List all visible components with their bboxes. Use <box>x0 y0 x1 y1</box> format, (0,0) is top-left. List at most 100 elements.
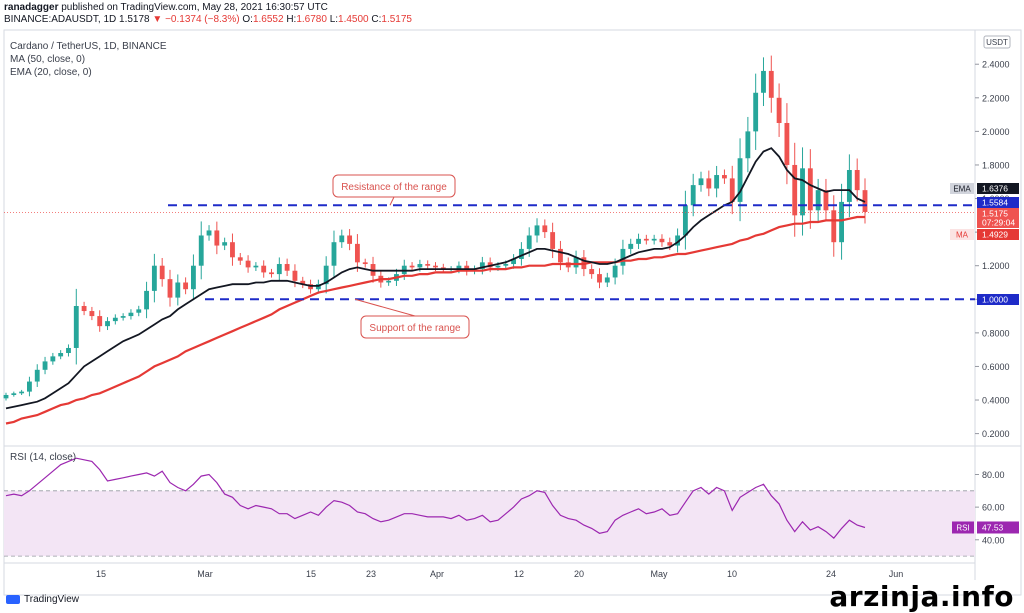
candle-body <box>495 265 501 268</box>
candle-body <box>66 347 71 354</box>
time-tick-label: Mar <box>197 569 213 579</box>
price-scale-tag <box>977 197 1019 208</box>
legend-ema[interactable]: EMA (20, close, 0) <box>10 67 92 78</box>
candle-body <box>89 311 95 317</box>
annotation-box <box>360 315 470 339</box>
candle-body <box>112 317 118 322</box>
rsi-value-label: 47.53 <box>982 522 1004 532</box>
candle-body <box>237 257 243 261</box>
moving-averages-layer <box>5 147 866 425</box>
price-tick-label: 1.8000 <box>982 160 1010 170</box>
candle-body <box>682 205 688 236</box>
price-scale-tag <box>977 208 1019 219</box>
candle-body <box>729 178 735 202</box>
candle-body <box>42 361 48 370</box>
legend-ma[interactable]: MA (50, close, 0) <box>10 54 86 65</box>
candle-body <box>839 201 844 243</box>
rsi-band <box>4 490 975 557</box>
candle-body <box>27 381 32 392</box>
candle-body <box>659 238 665 243</box>
candle-body <box>222 242 228 246</box>
rsi-title[interactable]: RSI (14, close) <box>10 452 77 463</box>
candle-body <box>846 170 852 202</box>
time-tick-label: 15 <box>306 569 316 579</box>
chart-legend: Cardano / TetherUS, 1D, BINANCE MA (50, … <box>10 40 167 79</box>
publisher-name[interactable]: ranadagger <box>4 2 59 13</box>
candle-body <box>737 158 743 202</box>
candle-body <box>128 312 134 317</box>
candle-body <box>784 122 790 165</box>
candle-body <box>761 70 766 93</box>
published-text: published on TradingView.com, May 28, 20… <box>61 2 328 13</box>
rsi-tick-label: 60.00 <box>982 503 1005 513</box>
candle-body <box>636 238 641 244</box>
ohlc-line: BINANCE:ADAUSDT, 1D 1.5178 ▼ −0.1374 (−8… <box>4 14 412 25</box>
candle-body <box>386 280 392 283</box>
ema-20-line <box>5 147 866 410</box>
candle-body <box>667 242 673 246</box>
price-scale-tag-value: 1.5584 <box>982 198 1008 208</box>
time-axis: 15 Mar 15 23 Apr 12 20 May 10 24 Jun <box>96 569 903 579</box>
rsi-value-tag <box>977 521 1019 534</box>
candles-layer <box>3 55 868 401</box>
price-tick-label: 2.2000 <box>982 93 1010 103</box>
candle-body <box>144 290 149 310</box>
candle-body <box>823 190 829 211</box>
price-scale-tag-value: 1.0000 <box>982 295 1008 305</box>
candle-body <box>73 306 79 348</box>
candle-body <box>159 265 165 280</box>
open-label: O: <box>242 14 253 25</box>
candle-body <box>230 242 235 258</box>
price-tick-label: 0.4000 <box>982 396 1010 406</box>
candle-body <box>558 248 563 263</box>
candle-body <box>854 170 860 191</box>
candle-body <box>81 306 87 312</box>
candle-body <box>675 235 681 246</box>
tradingview-brand: TradingView <box>24 594 80 605</box>
candle-body <box>34 369 40 382</box>
price-scale-tag <box>977 229 1019 240</box>
candle-body <box>753 92 759 132</box>
candle-body <box>597 274 602 283</box>
candle-body <box>354 243 360 263</box>
candle-body <box>800 168 805 216</box>
candle-body <box>120 316 126 318</box>
candle-body <box>768 70 774 98</box>
price-tick-label: 2.0000 <box>982 127 1010 137</box>
time-tick-label: 20 <box>574 569 584 579</box>
price-tick-label: 2.4000 <box>982 60 1010 70</box>
price-tick-label: 0.2000 <box>982 429 1010 439</box>
candle-body <box>550 232 556 249</box>
price-scale-tag <box>977 183 1019 194</box>
ma-50-line <box>5 215 865 425</box>
candle-body <box>511 258 517 265</box>
annotation-pointer <box>389 196 395 206</box>
rsi-indicator-tag <box>952 521 974 534</box>
candle-body <box>776 97 782 123</box>
candle-body <box>456 265 462 270</box>
candle-body <box>479 262 485 270</box>
time-tick-label: 23 <box>366 569 376 579</box>
candle-body <box>136 309 142 313</box>
candle-body <box>651 238 657 241</box>
price-scale-tag <box>977 294 1019 305</box>
legend-pair[interactable]: Cardano / TetherUS, 1D, BINANCE <box>10 41 167 52</box>
candle-body <box>589 269 595 275</box>
tradingview-logo[interactable]: TradingView <box>6 594 79 605</box>
candle-body <box>643 238 649 241</box>
candle-body <box>3 394 9 399</box>
candle-body <box>433 265 438 268</box>
candle-body <box>807 168 813 211</box>
candle-body <box>503 264 509 266</box>
candle-body <box>19 391 25 394</box>
candle-body <box>745 131 751 159</box>
candle-body <box>722 175 727 179</box>
price-scale-tag <box>977 218 1019 228</box>
candle-body <box>284 264 290 271</box>
candle-body <box>97 316 103 327</box>
annotation-box <box>332 174 456 198</box>
price-change: ▼ −0.1374 (−8.3%) <box>152 14 240 25</box>
low-label: L: <box>329 14 339 25</box>
candle-body <box>362 262 368 265</box>
